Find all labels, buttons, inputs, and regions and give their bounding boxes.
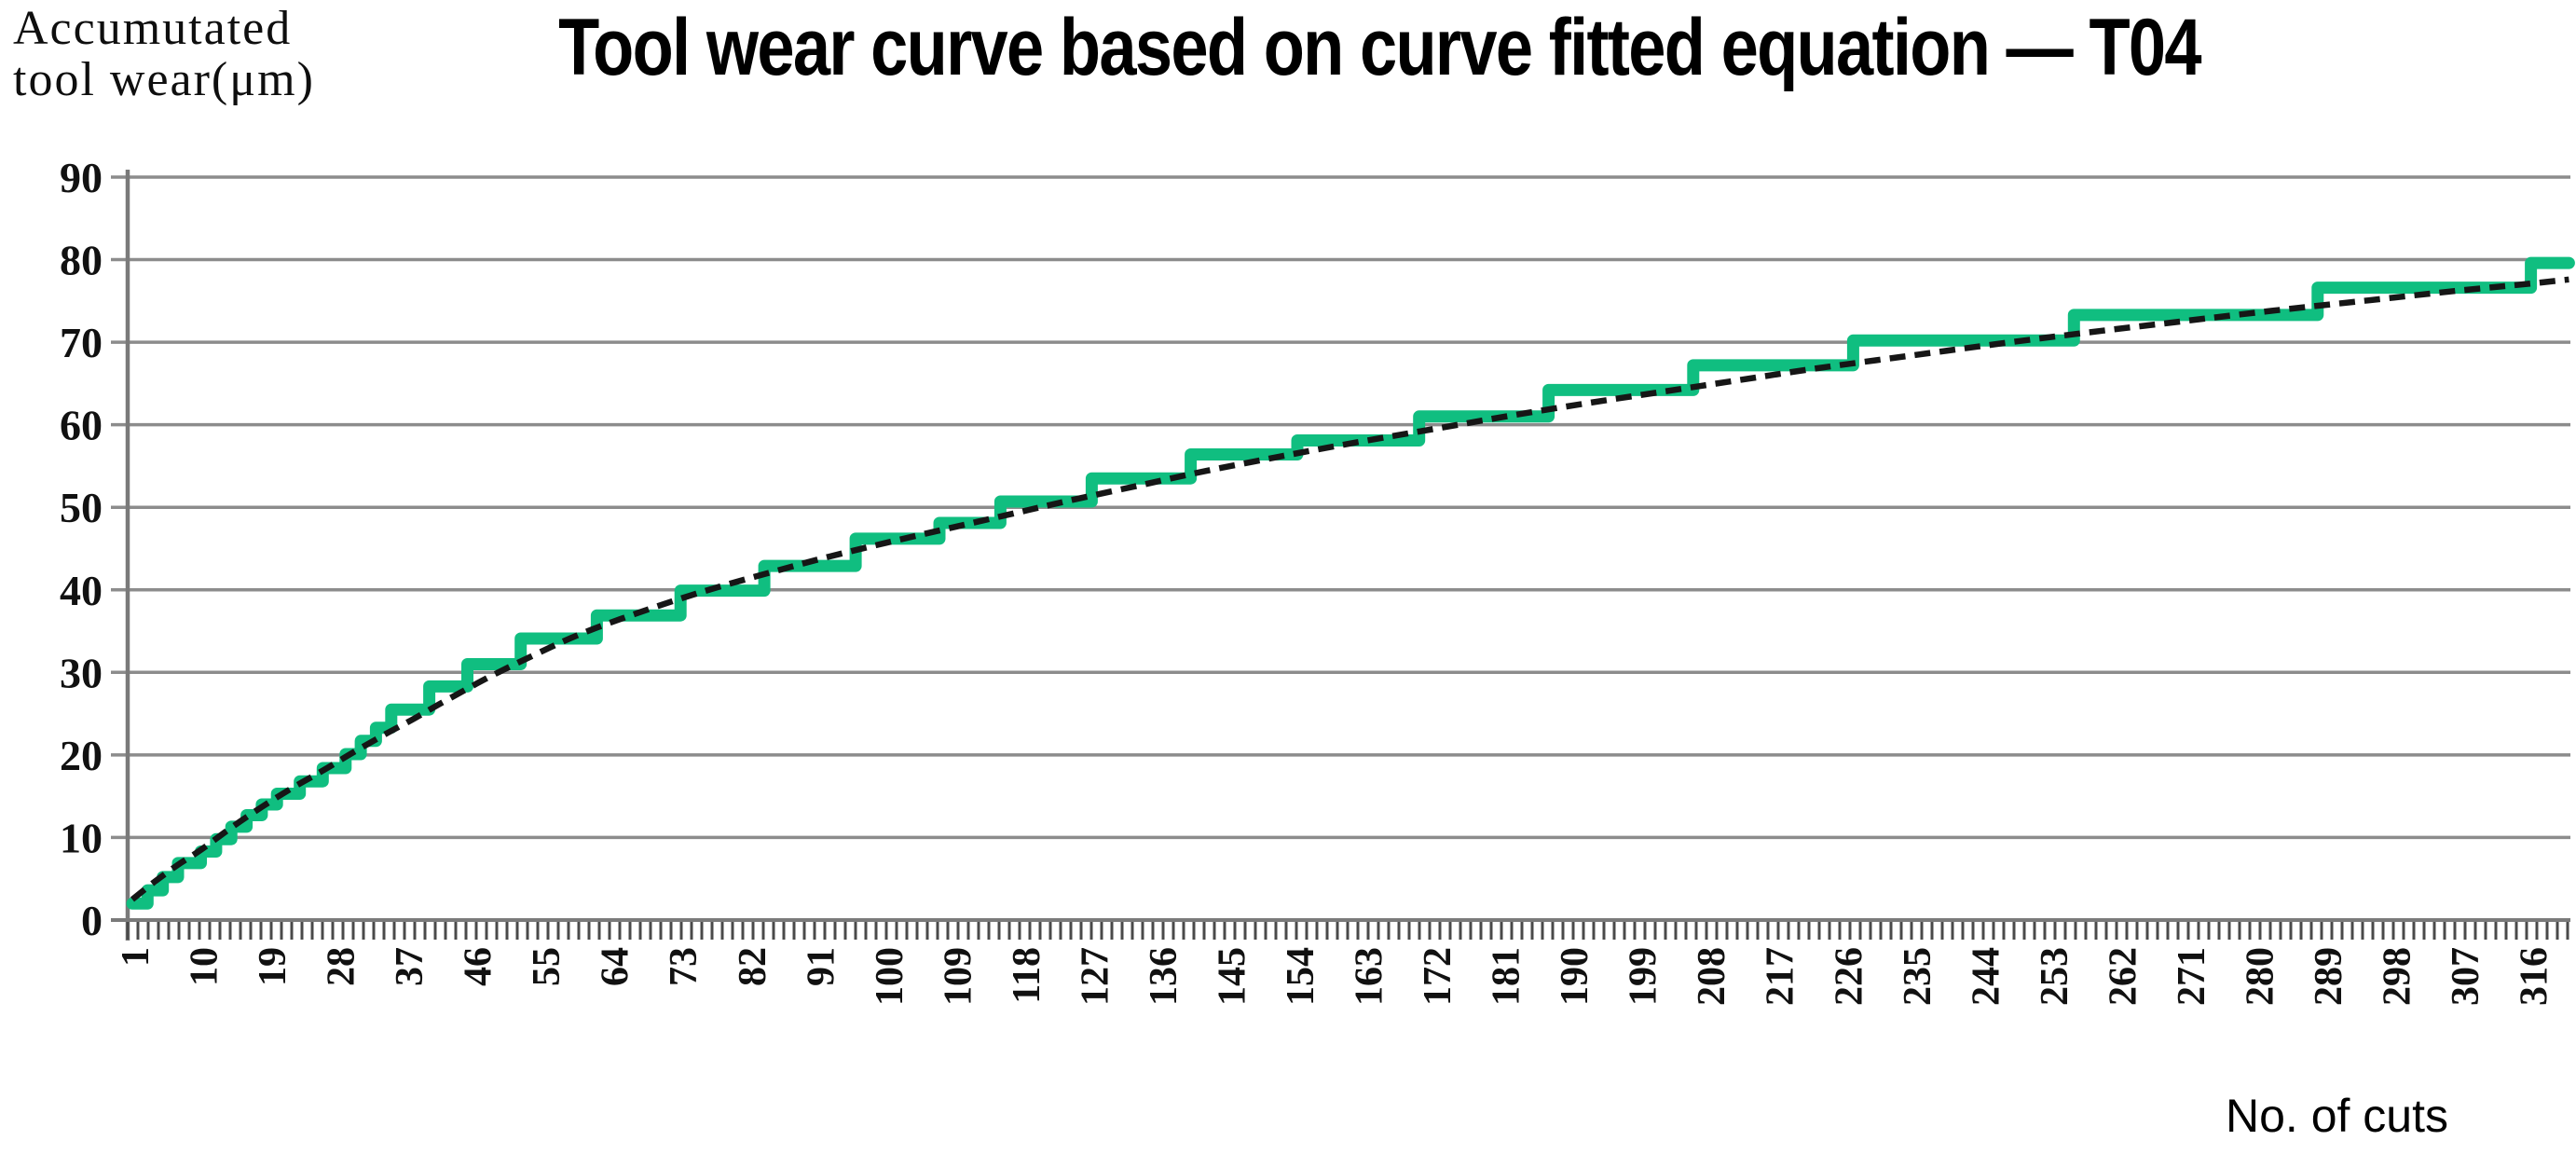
x-tick-label: 226 bbox=[1828, 947, 1870, 1006]
x-tick-label: 190 bbox=[1554, 947, 1596, 1006]
x-tick-label: 262 bbox=[2102, 947, 2144, 1006]
y-tick-label: 90 bbox=[60, 154, 103, 201]
x-tick-label: 136 bbox=[1143, 947, 1185, 1006]
x-tick-label: 253 bbox=[2034, 947, 2076, 1006]
y-tick-label: 60 bbox=[60, 402, 103, 449]
y-tick-label: 70 bbox=[60, 319, 103, 366]
fitted-curve-line bbox=[130, 276, 2569, 902]
x-axis-label: No. of cuts bbox=[2226, 1090, 2448, 1142]
y-axis-title-line2: tool wear(μm) bbox=[13, 52, 315, 106]
x-tick-label: 46 bbox=[458, 947, 500, 986]
y-axis-title-line1: Accumutated bbox=[13, 2, 293, 55]
x-tick-label: 109 bbox=[937, 947, 980, 1006]
x-tick-label: 199 bbox=[1623, 947, 1665, 1006]
x-tick-label: 82 bbox=[732, 947, 774, 986]
measured-wear-line bbox=[126, 256, 2575, 910]
x-tick-label: 280 bbox=[2239, 947, 2281, 1006]
chart-title: Tool wear curve based on curve fitted eq… bbox=[558, 3, 2202, 92]
x-tick-label: 163 bbox=[1349, 947, 1391, 1006]
x-tick-label: 181 bbox=[1486, 947, 1528, 1006]
y-axis-title: Accumutated tool wear(μm) bbox=[13, 2, 315, 106]
y-tick-label: 10 bbox=[60, 814, 103, 861]
x-tick-label: 28 bbox=[321, 947, 363, 986]
x-tick-label: 208 bbox=[1691, 947, 1733, 1006]
x-tick-label: 172 bbox=[1417, 947, 1459, 1006]
x-tick-label: 154 bbox=[1280, 947, 1322, 1006]
x-tick-label: 100 bbox=[869, 947, 911, 1006]
x-tick-label: 217 bbox=[1760, 947, 1802, 1006]
y-tick-label: 80 bbox=[60, 237, 103, 284]
x-tick-label: 316 bbox=[2514, 947, 2556, 1006]
x-tick-label: 145 bbox=[1212, 947, 1254, 1006]
x-tick-label: 10 bbox=[184, 947, 226, 986]
x-tick-label: 73 bbox=[663, 947, 706, 986]
x-tick-label: 127 bbox=[1074, 947, 1117, 1006]
x-tick-label: 244 bbox=[1965, 947, 2007, 1006]
x-tick-label: 118 bbox=[1006, 947, 1048, 1004]
x-tick-label: 307 bbox=[2445, 947, 2487, 1006]
x-tick-label: 298 bbox=[2377, 947, 2419, 1006]
x-tick-label: 55 bbox=[526, 947, 569, 986]
x-tick-label: 37 bbox=[389, 947, 432, 986]
y-tick-label: 0 bbox=[81, 897, 103, 944]
y-tick-label: 30 bbox=[60, 649, 103, 696]
x-tick-label: 289 bbox=[2308, 947, 2350, 1006]
y-tick-label: 20 bbox=[60, 732, 103, 779]
x-tick-label: 235 bbox=[1897, 947, 1939, 1006]
x-tick-label: 19 bbox=[252, 947, 295, 986]
y-tick-label: 40 bbox=[60, 567, 103, 614]
x-tick-label: 271 bbox=[2171, 947, 2213, 1006]
y-tick-label: 50 bbox=[60, 484, 103, 531]
x-tick-label: 1 bbox=[115, 947, 158, 967]
x-tick-label: 64 bbox=[595, 947, 637, 986]
x-tick-label: 91 bbox=[800, 947, 843, 986]
